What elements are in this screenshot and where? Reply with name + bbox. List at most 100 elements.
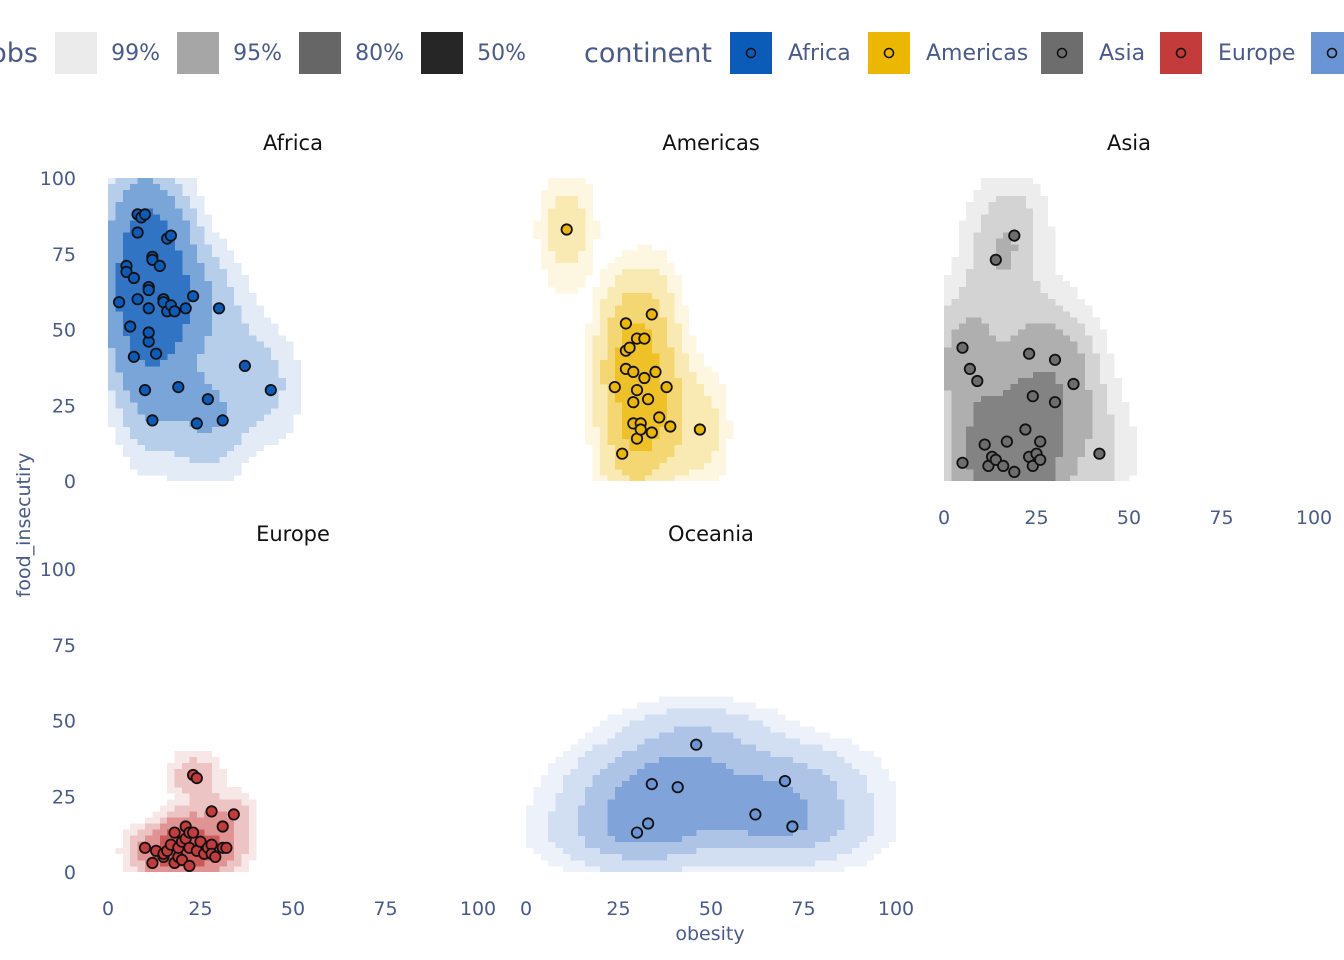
data-point	[1000, 435, 1014, 448]
data-point	[971, 374, 984, 388]
data-point	[645, 308, 658, 321]
data-point	[142, 326, 155, 339]
probs-legend-label: 50%	[477, 41, 526, 66]
data-point	[638, 371, 651, 385]
data-point	[616, 447, 629, 460]
data-point	[146, 414, 159, 427]
data-point	[1093, 447, 1106, 460]
data-point	[693, 423, 707, 436]
continent-legend-key	[730, 32, 772, 74]
data-point	[749, 808, 762, 821]
probs-legend-label: 95%	[233, 41, 282, 66]
panel-asia: Asia 0 25 50 75 100	[938, 131, 1332, 529]
data-point	[187, 826, 200, 839]
continent-legend-label: Europe	[1218, 41, 1295, 66]
data-points	[630, 738, 799, 839]
data-point	[978, 438, 991, 451]
probs-legend-key	[177, 32, 219, 74]
data-point	[127, 271, 140, 285]
data-point	[956, 456, 969, 469]
data-point	[201, 393, 214, 406]
continent-legend-item-asia: Asia	[1041, 32, 1145, 74]
data-point	[989, 253, 1002, 266]
panel-title: Africa	[263, 131, 323, 155]
data-point	[131, 293, 144, 306]
x-axis-ticks: 0 25 50 75 100	[102, 898, 496, 920]
x-tick-label: 50	[281, 898, 305, 920]
data-point	[142, 302, 155, 315]
y-axis-ticks: 0 25 50 75 100	[40, 168, 76, 493]
x-tick-label: 75	[791, 898, 815, 920]
continent-legend-key	[1041, 32, 1083, 74]
y-axis-ticks: 0 25 50 75 100	[40, 559, 76, 884]
data-point	[660, 380, 673, 394]
continent-legend-point	[745, 47, 757, 59]
continent-legend-key	[868, 32, 910, 74]
data-points	[560, 223, 707, 460]
panel-title: Americas	[662, 131, 760, 155]
continent-legend-item-africa: Africa	[730, 32, 851, 74]
density-regions	[108, 178, 301, 481]
y-tick-label: 25	[52, 395, 76, 417]
data-point	[645, 426, 658, 439]
data-point	[1048, 396, 1062, 409]
data-point	[619, 317, 633, 330]
continent-legend-label: Africa	[788, 41, 851, 66]
data-point	[630, 826, 644, 839]
continent-legend-title: continent	[584, 38, 712, 69]
x-tick-label: 50	[699, 898, 723, 920]
y-tick-label: 50	[52, 320, 76, 342]
data-point	[168, 305, 181, 318]
continent-legend-point	[1175, 47, 1187, 59]
data-point	[623, 341, 636, 354]
data-point	[653, 411, 666, 424]
data-point	[627, 365, 640, 378]
data-point	[641, 817, 655, 830]
data-point	[138, 208, 152, 221]
data-point	[187, 290, 200, 303]
probs-legend-items: 99% 95% 80% 50%	[55, 32, 526, 74]
data-point	[172, 380, 185, 394]
continent-legend-point	[1056, 47, 1068, 59]
data-point	[638, 332, 651, 345]
x-tick-label: 25	[188, 898, 212, 920]
data-point	[138, 383, 152, 397]
x-axis-title: obesity	[675, 923, 744, 945]
data-point	[1008, 465, 1021, 478]
data-point	[183, 859, 196, 873]
data-point	[124, 320, 137, 333]
data-point	[608, 380, 621, 394]
data-point	[209, 850, 222, 864]
data-point	[238, 359, 251, 372]
data-point	[179, 302, 192, 315]
data-point	[664, 420, 677, 433]
y-tick-label: 0	[64, 862, 76, 884]
data-points	[956, 229, 1106, 478]
data-point	[127, 350, 140, 363]
data-point	[1034, 435, 1047, 448]
probs-legend-item: 50%	[421, 32, 526, 74]
data-point	[205, 805, 218, 818]
data-point	[168, 826, 181, 839]
y-tick-label: 100	[40, 168, 76, 190]
panel-title: Asia	[1107, 131, 1151, 155]
panels: Africa 0 25 50 75 100 Americas Asia 0 25 50 75 100 Eu…	[40, 131, 1332, 920]
data-point	[630, 383, 644, 397]
data-points	[138, 768, 240, 873]
data-point	[956, 341, 969, 354]
data-point	[997, 459, 1010, 472]
data-point	[164, 229, 177, 242]
data-point	[641, 393, 655, 406]
x-tick-label: 0	[938, 507, 950, 529]
probs-legend-item: 95%	[177, 32, 282, 74]
data-point	[634, 423, 647, 436]
data-point	[645, 777, 658, 791]
y-tick-label: 0	[64, 471, 76, 493]
probs-legend-label: 99%	[111, 41, 160, 66]
continent-legend-label: Americas	[926, 41, 1028, 66]
x-tick-label: 75	[1209, 507, 1233, 529]
probs-legend-key	[299, 32, 341, 74]
probs-legend-item: 99%	[55, 32, 160, 74]
data-point	[627, 396, 640, 409]
data-point	[216, 820, 229, 833]
